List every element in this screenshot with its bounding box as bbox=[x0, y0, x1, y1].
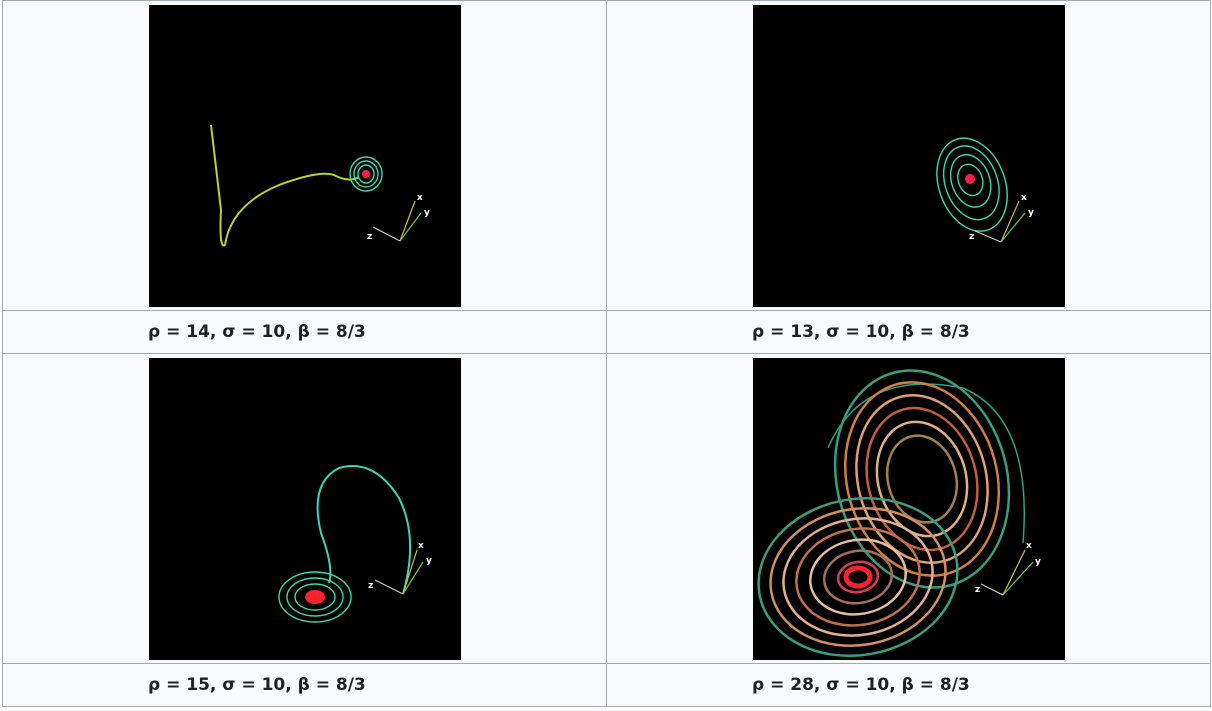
caption: ρ = 28, σ = 10, β = 8/3 bbox=[606, 663, 1211, 707]
attractor-image: x y z bbox=[753, 5, 1065, 307]
axis-label: z bbox=[975, 585, 980, 595]
axis-label: y bbox=[1028, 208, 1034, 218]
axis-label: x bbox=[417, 193, 423, 203]
axis-label: x bbox=[418, 541, 424, 551]
image-cell: x y z bbox=[606, 353, 1211, 664]
attractor-image: x y z bbox=[149, 5, 461, 307]
caption: ρ = 14, σ = 10, β = 8/3 bbox=[2, 310, 607, 354]
axis-label: z bbox=[969, 232, 974, 242]
axis-label: x bbox=[1026, 541, 1032, 551]
axis-label: x bbox=[1021, 193, 1027, 203]
axis-label: y bbox=[1035, 557, 1041, 567]
image-cell: x y z bbox=[606, 0, 1211, 311]
axis-label: z bbox=[367, 232, 372, 242]
axis-label: y bbox=[426, 556, 432, 566]
attractor-image: x y z bbox=[149, 358, 461, 660]
caption: ρ = 15, σ = 10, β = 8/3 bbox=[2, 663, 607, 707]
image-cell: x y z bbox=[2, 353, 607, 664]
axis-label: z bbox=[368, 581, 373, 591]
attractor-image: x y z bbox=[753, 358, 1065, 660]
caption: ρ = 13, σ = 10, β = 8/3 bbox=[606, 310, 1211, 354]
axis-label: y bbox=[424, 208, 430, 218]
image-cell: x y z bbox=[2, 0, 607, 311]
